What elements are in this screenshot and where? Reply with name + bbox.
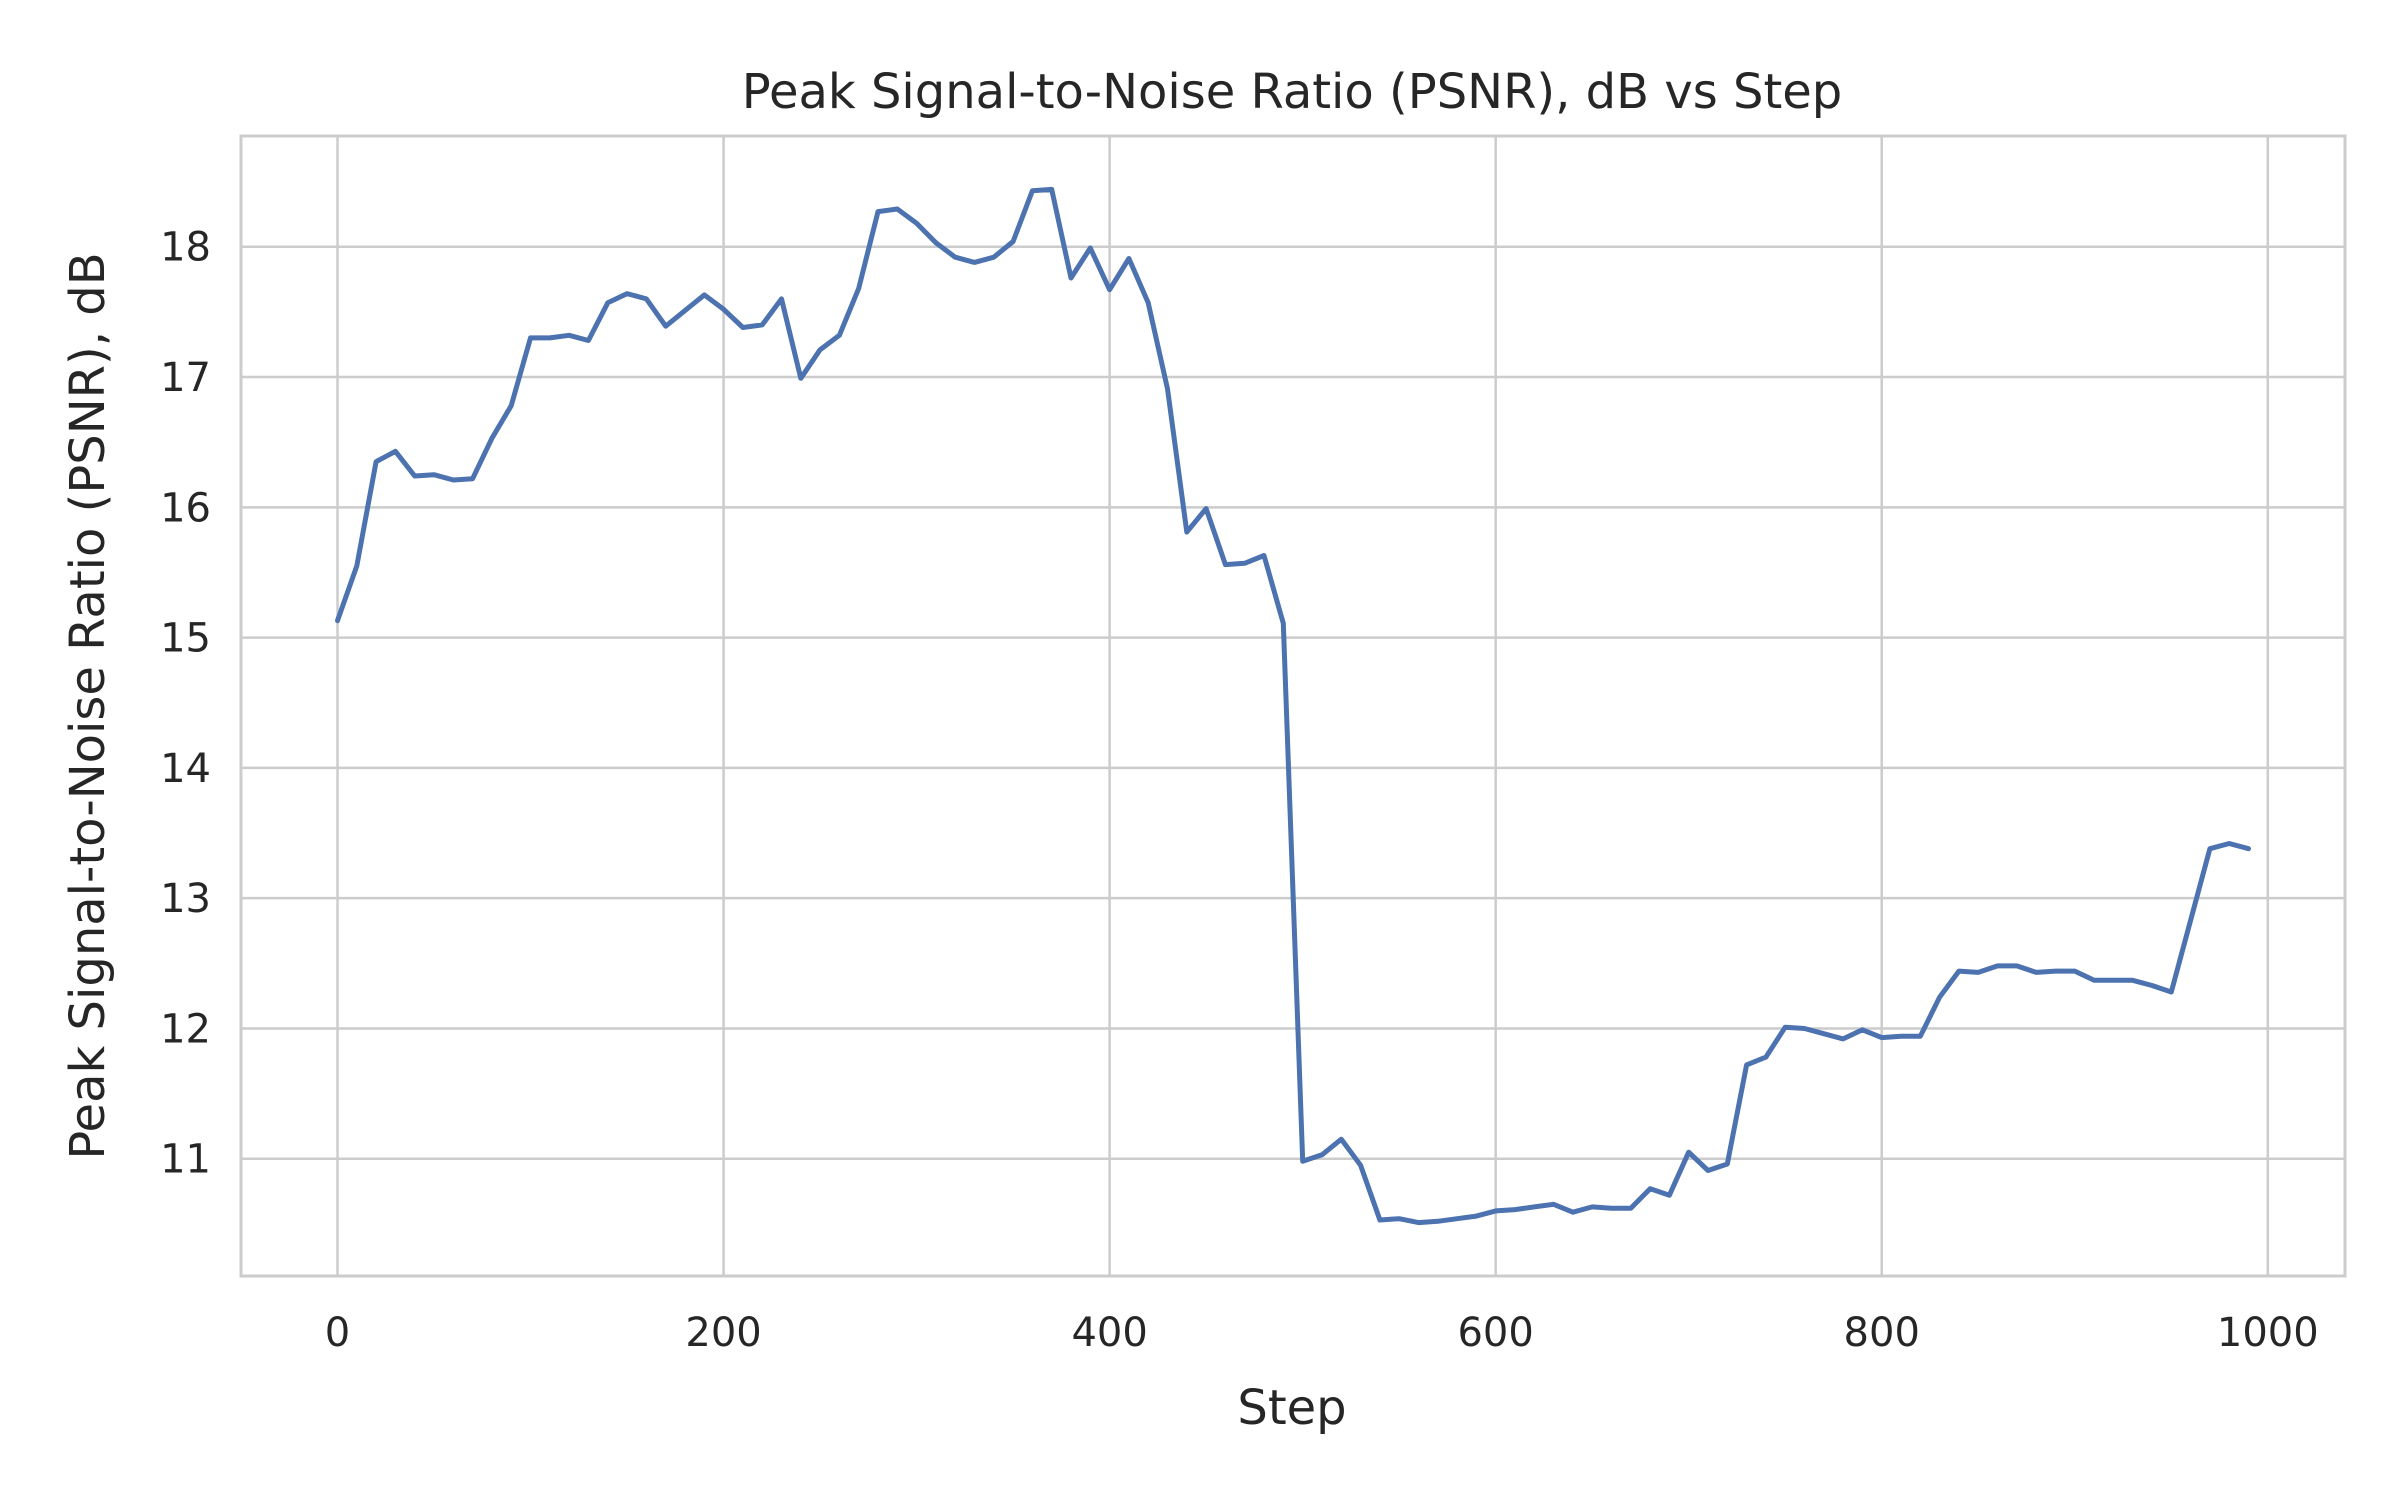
y-tick-label: 15 [160, 616, 211, 662]
y-tick-label: 11 [160, 1137, 211, 1183]
y-axis-label: Peak Signal-to-Noise Ratio (PSNR), dB [60, 252, 116, 1159]
y-tick-labels: 11 12 13 14 15 16 17 18 [160, 225, 211, 1183]
x-tick-label: 0 [325, 1310, 350, 1356]
x-tick-labels: 0 200 400 600 800 1000 [325, 1310, 2319, 1356]
y-tick-label: 13 [160, 876, 211, 922]
y-tick-label: 16 [160, 485, 211, 531]
x-axis-label: Step [1237, 1380, 1346, 1436]
plot-area-frame [239, 134, 2347, 1278]
x-tick-label: 800 [1844, 1310, 1920, 1356]
y-tick-label: 17 [160, 355, 211, 401]
y-tick-label: 12 [160, 1006, 211, 1052]
y-tick-label: 18 [160, 225, 211, 271]
x-tick-label: 600 [1457, 1310, 1533, 1356]
x-tick-label: 1000 [2217, 1310, 2319, 1356]
chart-title: Peak Signal-to-Noise Ratio (PSNR), dB vs… [742, 64, 1843, 120]
x-tick-label: 400 [1071, 1310, 1147, 1356]
grid-lines [241, 136, 2345, 1276]
x-tick-label: 200 [685, 1310, 761, 1356]
psnr-series-line [335, 186, 2251, 1226]
y-tick-label: 14 [160, 746, 211, 792]
series-layer [335, 186, 2251, 1226]
